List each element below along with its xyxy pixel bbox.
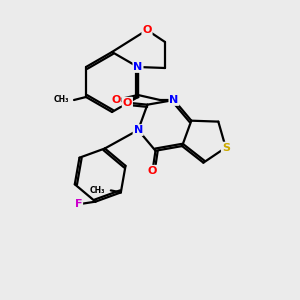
Text: S: S (222, 142, 230, 153)
Text: O: O (148, 166, 157, 176)
Text: N: N (134, 125, 143, 135)
Text: O: O (123, 98, 132, 108)
Text: N: N (134, 62, 142, 72)
Text: O: O (111, 95, 121, 105)
Text: F: F (75, 199, 82, 209)
Text: O: O (142, 25, 152, 35)
Text: CH₃: CH₃ (53, 95, 69, 104)
Text: N: N (169, 95, 178, 105)
Text: CH₃: CH₃ (89, 186, 105, 195)
